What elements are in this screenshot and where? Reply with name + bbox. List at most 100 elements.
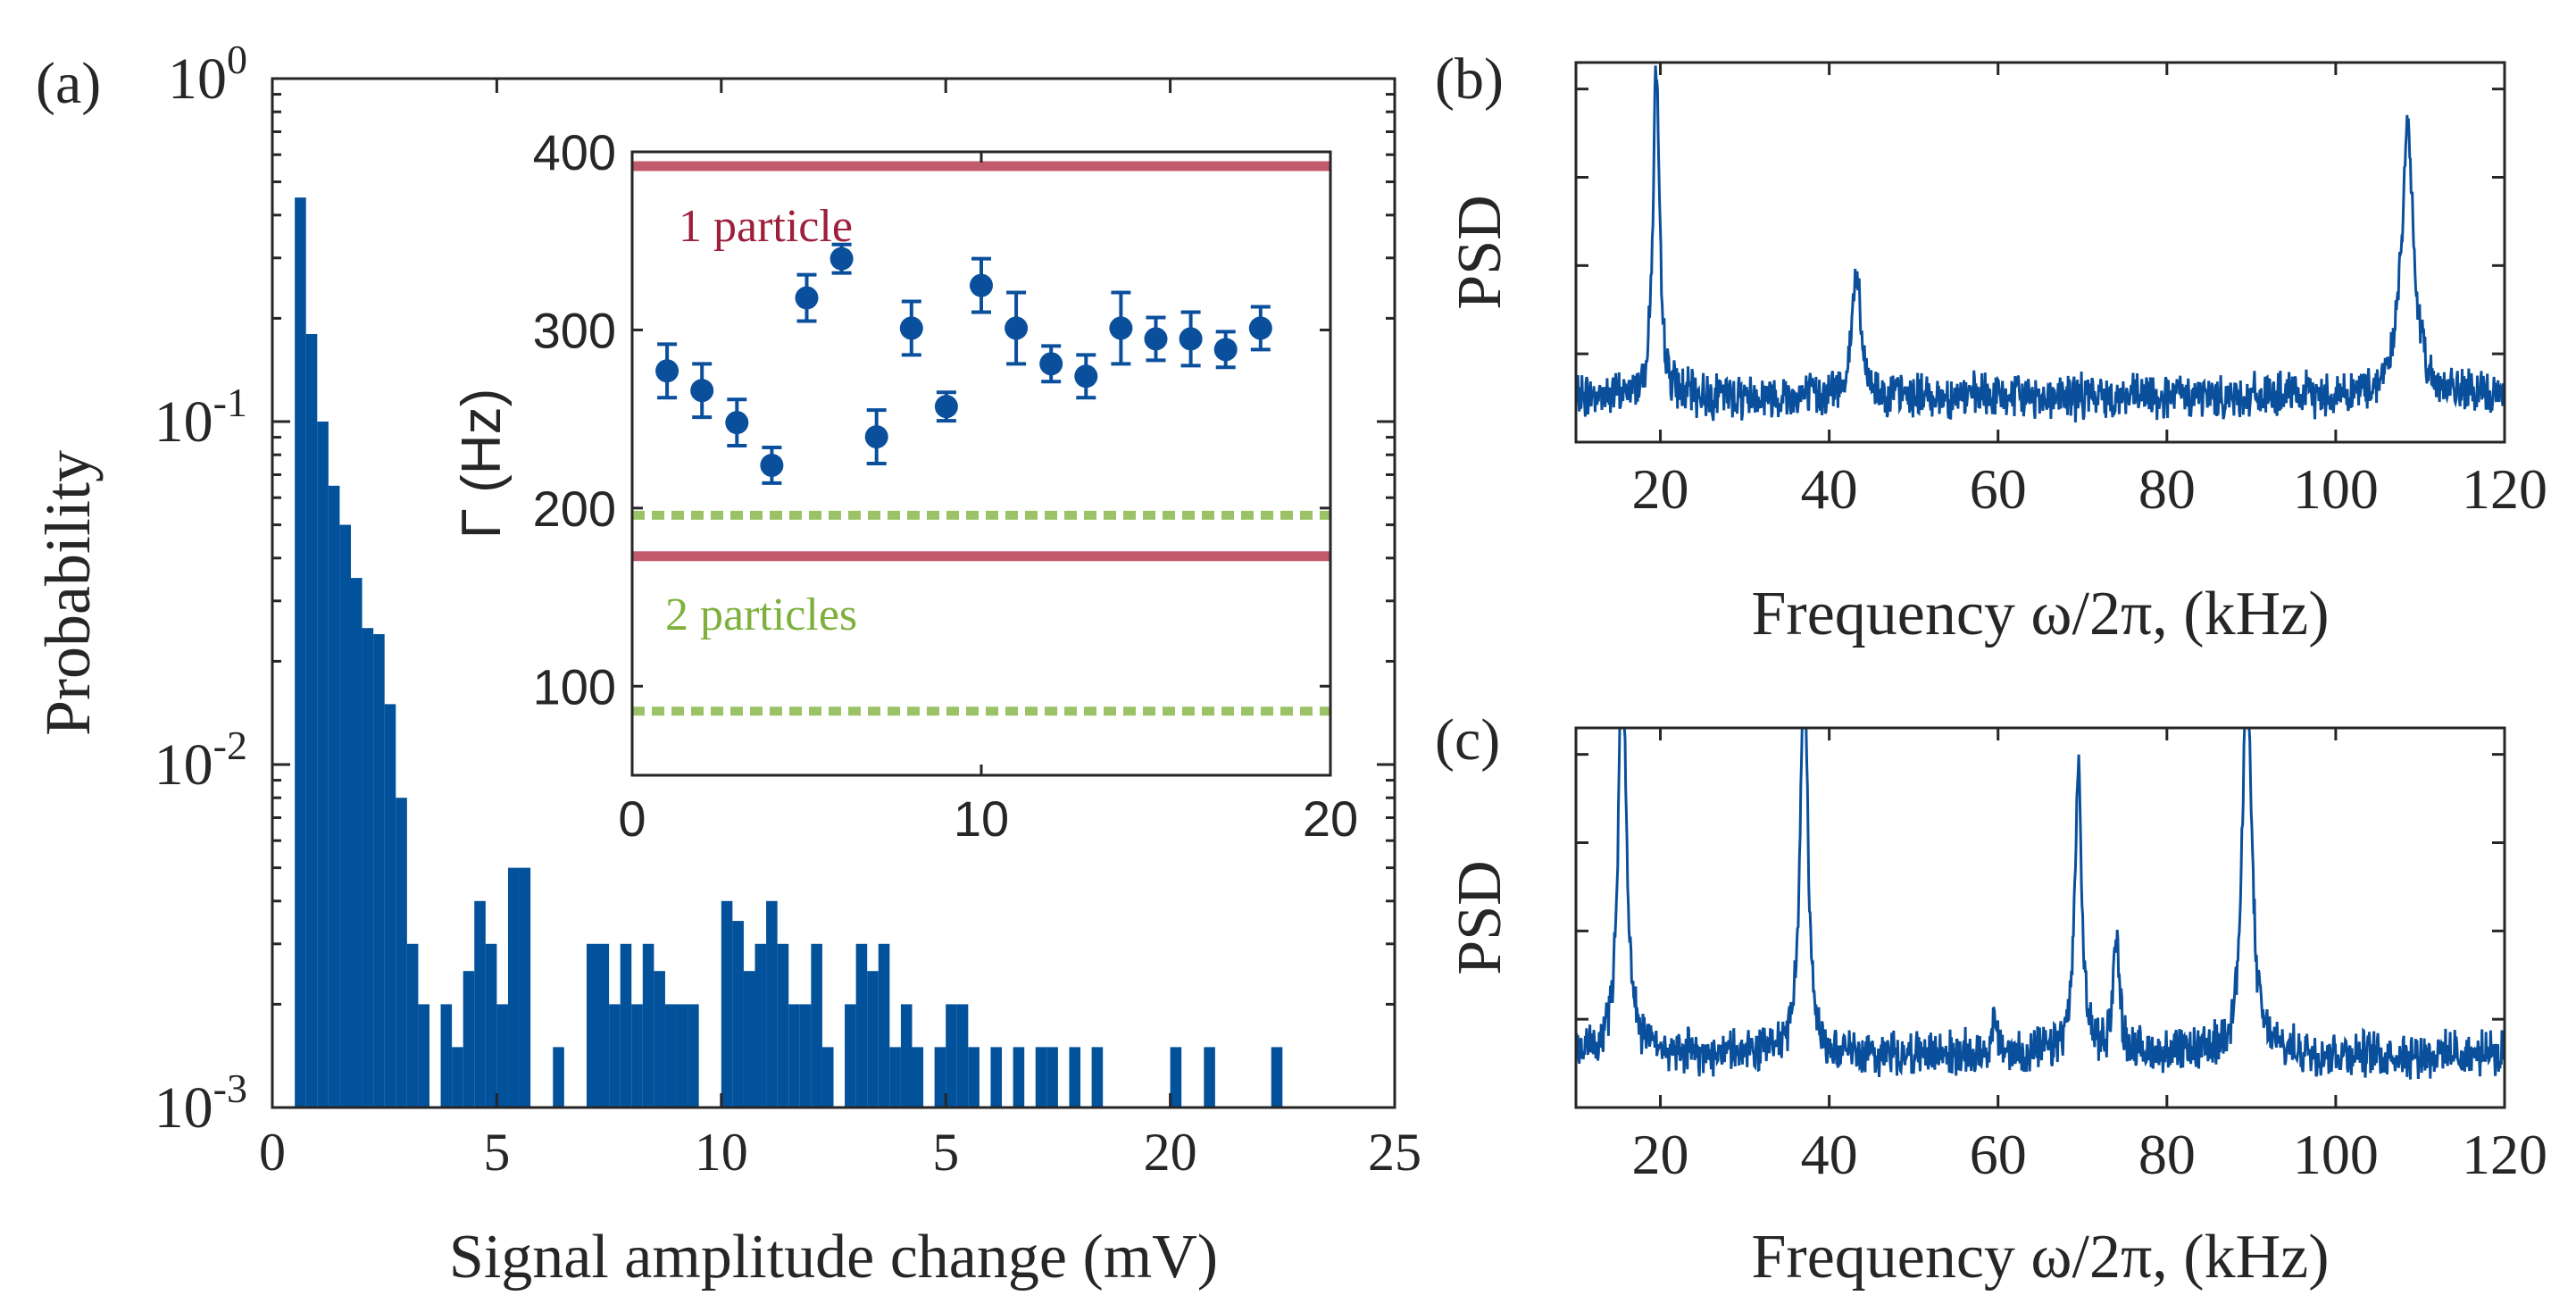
histogram-bar <box>406 943 419 1108</box>
x-tick-label-b: 100 <box>2293 457 2379 521</box>
x-tick-label-b: 40 <box>1801 457 1858 521</box>
histogram-bar <box>384 704 396 1108</box>
two-particles-label: 2 particles <box>665 589 857 640</box>
histogram-bar <box>496 1004 508 1108</box>
histogram-bar <box>485 943 497 1108</box>
x-tick-label-a: 5 <box>932 1123 959 1182</box>
histogram-bar <box>934 1047 946 1108</box>
x-tick-label-c: 40 <box>1801 1123 1858 1186</box>
y-tick-exponent: -3 <box>213 1066 247 1111</box>
y-tick-label-a: 10-1 <box>154 380 247 455</box>
histogram-bar <box>418 1004 429 1108</box>
y-tick-exponent: -1 <box>213 380 247 425</box>
x-tick-label-b: 80 <box>2138 457 2196 521</box>
histogram-bar <box>1035 1047 1047 1108</box>
histogram-bar <box>676 1004 688 1108</box>
data-point <box>829 247 854 271</box>
x-axis-label-b: Frequency ω/2π, (kHz) <box>1751 580 2329 648</box>
y-tick-base: 10 <box>168 46 227 112</box>
histogram-bar <box>339 524 351 1108</box>
y-axis-label-inset: Γ (Hz) <box>451 389 513 539</box>
y-tick-label-a: 10-3 <box>154 1066 247 1141</box>
histogram-bar <box>1013 1047 1025 1108</box>
inset-background <box>632 152 1330 775</box>
histogram-bar <box>305 333 318 1108</box>
data-point <box>899 316 923 340</box>
histogram-bar <box>328 485 340 1108</box>
histogram-bar <box>889 1047 901 1108</box>
y-axis-label-b: PSD <box>1446 195 1514 309</box>
data-point <box>1179 327 1203 351</box>
x-tick-label-c: 80 <box>2138 1123 2196 1186</box>
histogram-bar <box>609 1004 621 1108</box>
data-point <box>690 379 714 403</box>
x-tick-label-c: 60 <box>1970 1123 2027 1186</box>
histogram-bar <box>1046 1047 1058 1108</box>
y-axis-label-a: Probability <box>32 450 104 736</box>
y-tick-label-inset: 400 <box>533 124 616 180</box>
histogram-bar <box>396 798 407 1108</box>
data-point <box>970 273 993 297</box>
psd-line-b <box>1576 65 2505 423</box>
psd-line-c <box>1576 728 2505 1080</box>
y-tick-base: 10 <box>154 732 213 798</box>
data-point <box>864 425 888 449</box>
data-point <box>934 395 958 419</box>
histogram-bar <box>912 1047 924 1108</box>
y-tick-label-inset: 300 <box>533 302 616 358</box>
data-point <box>1213 338 1238 362</box>
histogram-bar <box>721 900 733 1108</box>
y-tick-label-inset: 100 <box>533 658 616 715</box>
histogram-bar <box>586 943 598 1108</box>
histogram-bar <box>766 900 778 1108</box>
histogram-bar <box>799 1004 812 1108</box>
histogram-bar <box>452 1047 463 1108</box>
x-tick-label-c: 100 <box>2293 1123 2379 1186</box>
y-tick-label-a: 100 <box>168 37 247 112</box>
histogram-bar <box>990 1047 1003 1108</box>
panel-label-c: (c) <box>1435 707 1500 773</box>
histogram-bar <box>553 1047 564 1108</box>
histogram-bar <box>440 1004 453 1108</box>
x-tick-label-b: 120 <box>2462 457 2547 521</box>
histogram-bar <box>362 628 374 1108</box>
histogram-bar <box>1204 1047 1215 1108</box>
histogram-bar <box>743 971 755 1108</box>
panel-label-b: (b) <box>1435 46 1504 112</box>
x-axis-label-a: Signal amplitude change (mV) <box>449 1223 1218 1291</box>
histogram-bar <box>642 943 654 1108</box>
x-tick-label-inset: 10 <box>954 790 1009 847</box>
histogram-bar <box>474 900 486 1108</box>
x-tick-label-a: 0 <box>259 1123 286 1182</box>
histogram-bar <box>1170 1047 1182 1108</box>
x-tick-label-c: 20 <box>1632 1123 1689 1186</box>
data-point <box>1109 316 1133 340</box>
axes-frame-c <box>1574 726 2506 1109</box>
histogram-bar <box>597 943 610 1108</box>
x-tick-label-a: 20 <box>1144 1123 1197 1182</box>
x-tick-label-a: 25 <box>1368 1123 1421 1182</box>
x-axis-label-c: Frequency ω/2π, (kHz) <box>1751 1223 2329 1291</box>
histogram-bar <box>620 943 632 1108</box>
histogram-bar <box>968 1047 980 1108</box>
histogram-bar <box>507 867 520 1108</box>
histogram-bar <box>664 1004 677 1108</box>
histogram-bar <box>878 943 890 1108</box>
histogram-bar <box>688 1004 699 1108</box>
histogram-bar <box>821 1047 834 1108</box>
data-point <box>1144 327 1168 351</box>
histogram-bar <box>811 943 822 1108</box>
y-tick-label-a: 10-2 <box>154 723 247 798</box>
histogram-bar <box>317 422 329 1108</box>
histogram-bar <box>900 1004 913 1108</box>
histogram-bar <box>946 1004 957 1108</box>
data-point <box>1074 364 1098 389</box>
histogram-bar <box>855 943 868 1108</box>
histogram-bar <box>867 971 879 1108</box>
axes-frame-b <box>1574 61 2506 444</box>
histogram-bar <box>732 921 744 1108</box>
data-point <box>1039 352 1063 376</box>
histogram-bar <box>463 971 475 1108</box>
y-tick-base: 10 <box>154 389 213 455</box>
y-tick-exponent: 0 <box>227 37 247 82</box>
